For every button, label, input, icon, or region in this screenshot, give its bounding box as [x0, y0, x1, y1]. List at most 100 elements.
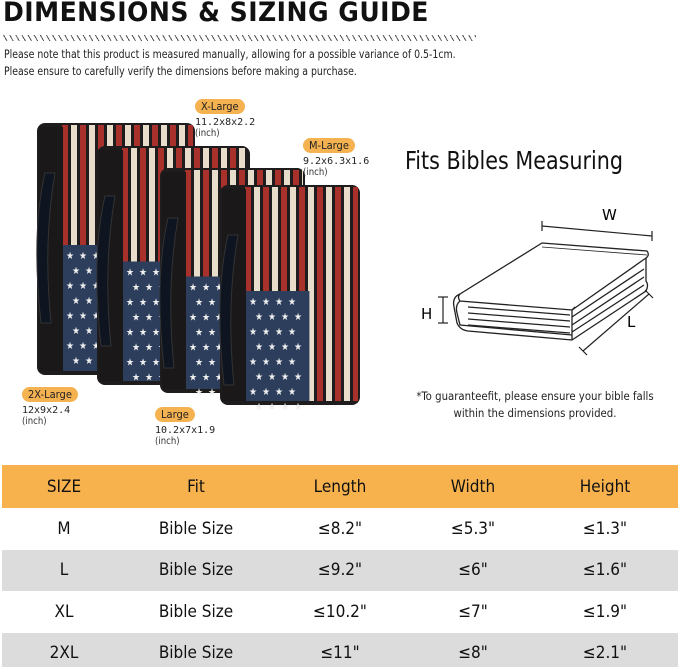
svg-text:★: ★: [268, 342, 276, 353]
svg-text:★: ★: [249, 327, 257, 338]
svg-text:★: ★: [262, 327, 270, 338]
col-width: Width: [414, 465, 532, 508]
svg-text:★: ★: [145, 343, 153, 354]
note-line-2: Please ensure to carefully verify the di…: [4, 65, 357, 78]
size-unit: (inch): [155, 436, 180, 447]
table-cell: ≤7": [458, 601, 488, 622]
svg-text:★: ★: [72, 266, 80, 277]
svg-text:★: ★: [145, 313, 153, 324]
size-label-xl: X-Large 11.2x8x2.2 (inch): [195, 95, 255, 139]
svg-text:★: ★: [294, 342, 302, 353]
svg-text:★: ★: [66, 281, 74, 292]
table-cell: ≤8.2": [317, 518, 363, 539]
svg-text:★: ★: [132, 283, 140, 294]
svg-text:★: ★: [152, 298, 160, 309]
length-label: L: [627, 313, 636, 331]
table-cell: ≤10.2": [313, 601, 367, 622]
svg-text:★: ★: [281, 342, 289, 353]
svg-text:★: ★: [202, 313, 210, 324]
svg-text:★: ★: [268, 312, 276, 323]
svg-text:★: ★: [255, 402, 263, 413]
svg-text:★: ★: [275, 327, 283, 338]
page-title: DIMENSIONS & SIZING GUIDE: [3, 0, 429, 28]
size-unit: (inch): [303, 167, 328, 178]
svg-text:★: ★: [145, 373, 153, 384]
table-cell: Bible Size: [126, 632, 266, 667]
book-diagram: W H L: [421, 206, 654, 356]
svg-text:★: ★: [72, 326, 80, 337]
size-label-ml: M-Large 9.2x6.3x1.6 (inch): [303, 134, 369, 178]
svg-text:★: ★: [189, 343, 197, 354]
svg-text:★: ★: [268, 402, 276, 413]
size-table: SIZE Fit Length Width Height M Bible Size…: [2, 465, 678, 667]
table-row: XL Bible Size ≤10.2" ≤7" ≤1.9": [2, 591, 678, 633]
table-row: L Bible Size ≤9.2" ≤6" ≤1.6": [2, 549, 678, 591]
svg-text:★: ★: [262, 297, 270, 308]
size-unit: (inch): [195, 128, 220, 139]
diagram-title: Fits Bibles Measuring: [405, 146, 624, 175]
col-fit: Fit: [126, 465, 266, 508]
svg-text:★: ★: [72, 356, 80, 367]
note-line-1: Please note that this product is measure…: [4, 48, 456, 61]
size-pill: 2X-Large: [22, 387, 78, 402]
col-size: SIZE: [2, 465, 126, 508]
width-label: W: [602, 206, 617, 224]
svg-text:★: ★: [139, 298, 147, 309]
svg-text:★: ★: [92, 341, 100, 352]
svg-text:★: ★: [66, 341, 74, 352]
svg-text:★: ★: [79, 311, 87, 322]
svg-text:★: ★: [66, 311, 74, 322]
svg-text:★: ★: [72, 296, 80, 307]
svg-text:★: ★: [126, 268, 134, 279]
table-cell: ≤1.9": [582, 601, 628, 622]
svg-text:★: ★: [92, 251, 100, 262]
size-dims: 11.2x8x2.2: [195, 117, 256, 128]
svg-text:★: ★: [275, 357, 283, 368]
svg-text:★: ★: [85, 356, 93, 367]
svg-text:★: ★: [215, 373, 223, 384]
svg-text:★: ★: [85, 326, 93, 337]
svg-text:★: ★: [294, 402, 302, 413]
svg-text:★: ★: [195, 328, 203, 339]
svg-text:★: ★: [85, 266, 93, 277]
col-height: Height: [532, 465, 678, 508]
table-cell: ≤5.3": [450, 518, 496, 539]
svg-text:★: ★: [281, 372, 289, 383]
svg-text:★: ★: [281, 312, 289, 323]
table-cell: 2XL: [2, 632, 126, 667]
col-length: Length: [266, 465, 414, 508]
svg-text:★: ★: [275, 297, 283, 308]
svg-text:★: ★: [288, 297, 296, 308]
svg-text:★: ★: [255, 342, 263, 353]
table-cell: M: [57, 518, 71, 539]
fit-note-1: *To guaranteefit, please ensure your bib…: [416, 390, 654, 403]
svg-text:★: ★: [189, 313, 197, 324]
svg-text:★: ★: [139, 328, 147, 339]
svg-text:★: ★: [126, 358, 134, 369]
size-pill: M-Large: [303, 138, 355, 153]
svg-text:★: ★: [79, 251, 87, 262]
table-cell: ≤11": [266, 632, 414, 667]
table-row: M Bible Size ≤8.2" ≤5.3" ≤1.3": [2, 508, 678, 550]
svg-text:★: ★: [195, 298, 203, 309]
svg-text:★: ★: [85, 296, 93, 307]
svg-text:★: ★: [195, 388, 203, 399]
svg-text:★: ★: [208, 328, 216, 339]
svg-text:★: ★: [294, 372, 302, 383]
divider: [3, 35, 476, 41]
svg-text:★: ★: [92, 281, 100, 292]
svg-text:★: ★: [145, 283, 153, 294]
svg-text:★: ★: [255, 372, 263, 383]
svg-text:★: ★: [132, 373, 140, 384]
fit-note-2: within the dimensions provided.: [453, 407, 617, 420]
bible-cover: ★ ★ ★ ★ ★ ★ ★ ★ ★ ★ ★ ★ ★ ★ ★ ★ ★ ★ ★ ★ ★ ★ ★ ★ ★ ★ ★ ★ ★ ★ ★ ★: [219, 185, 360, 413]
svg-text:★: ★: [79, 341, 87, 352]
svg-text:★: ★: [195, 358, 203, 369]
svg-text:★: ★: [208, 358, 216, 369]
table-cell: ≤2.1": [532, 632, 678, 667]
svg-text:★: ★: [139, 358, 147, 369]
svg-text:★: ★: [288, 327, 296, 338]
svg-text:★: ★: [249, 357, 257, 368]
product-image-bible-covers: ★ ★ ★ ★ ★ ★ ★ ★ ★ ★ ★ ★ ★ ★ ★ ★ ★ ★ ★ ★ ★ ★ ★ ★ ★ ★ ★ ★ ★ ★ ★ ★ ★ ★ ★ ★ ★ ★ ★ ★…: [36, 123, 360, 413]
table-cell: ≤6": [414, 549, 532, 591]
